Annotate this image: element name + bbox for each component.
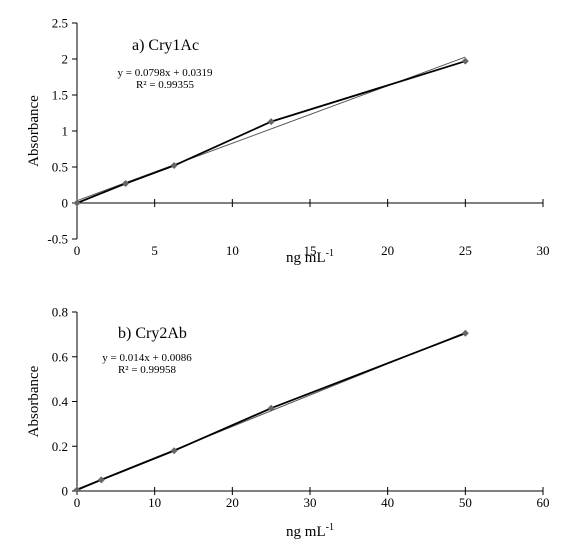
chart2-x-axis-title: ng mL-1 — [286, 522, 334, 540]
chart1-y-tick-label: 1 — [62, 124, 69, 139]
chart2-x-tick-label: 50 — [459, 495, 472, 510]
chart2-r-squared: R² = 0.99958 — [118, 364, 177, 376]
chart2-data-point — [461, 329, 469, 337]
chart1-y-tick-label: 2 — [62, 52, 69, 67]
chart2-x-tick-label: 20 — [226, 495, 239, 510]
chart1-x-tick-label: 25 — [459, 243, 472, 258]
chart1-y-tick-label: 0 — [62, 196, 69, 211]
chart2-data-point — [170, 447, 178, 455]
chart2-x-tick-label: 30 — [304, 495, 317, 510]
chart1-r-squared: R² = 0.99355 — [136, 79, 195, 91]
chart1-x-axis-title-superscript: -1 — [326, 248, 334, 259]
chart1-x-tick-label: 0 — [74, 243, 81, 258]
chart1-y-axis-title: Absorbance — [26, 95, 42, 167]
chart1-data-point — [122, 180, 130, 188]
chart2-y-tick-label: 0.4 — [52, 394, 69, 409]
chart2-y-tick-label: 0 — [62, 484, 69, 499]
chart1-y-tick-label: 2.5 — [52, 16, 68, 31]
chart1-equation: y = 0.0798x + 0.0319 — [118, 67, 213, 79]
chart2-y-axis-title: Absorbance — [26, 365, 42, 437]
chart1-data-point — [73, 199, 81, 207]
chart1-panel: -0.5 0 0.5 1 1.5 2 2.5 0 5 10 15 20 25 30 ng mL-1 Absor… — [26, 16, 550, 267]
chart2-panel-label: b) Cry2Ab — [118, 325, 187, 342]
chart1-data-point — [267, 118, 275, 126]
chart1-panel-label: a) Cry1Ac — [132, 37, 199, 54]
chart2-y-tick-label: 0.8 — [52, 305, 68, 320]
chart1-y-tick-label: -0.5 — [47, 232, 68, 247]
chart1-x-tick-label: 15 — [304, 243, 317, 258]
chart1-x-tick-label: 10 — [226, 243, 239, 258]
chart2-data-point — [97, 476, 105, 484]
chart1-x-tick-label: 5 — [151, 243, 158, 258]
chart2-y-tick-label: 0.6 — [52, 349, 69, 364]
chart2-data-point — [73, 486, 81, 494]
chart1-x-axis-title: ng mL-1 — [286, 248, 334, 266]
chart1-x-tick-label: 20 — [381, 243, 394, 258]
chart2-x-tick-label: 40 — [381, 495, 394, 510]
chart2-equation: y = 0.014x + 0.0086 — [102, 352, 192, 364]
chart2-x-axis-title-superscript: -1 — [326, 522, 334, 533]
chart2-panel: 0 0.2 0.4 0.6 0.8 0 10 20 30 40 50 60 ng mL-1 Absorba… — [26, 305, 550, 541]
chart1-x-tick-label: 30 — [537, 243, 550, 258]
chart2-x-tick-label: 60 — [537, 495, 550, 510]
chart1-data-point — [461, 57, 469, 65]
chart2-data-point — [267, 404, 275, 412]
chart2-y-tick-label: 0.2 — [52, 439, 68, 454]
chart1-y-tick-label: 1.5 — [52, 88, 68, 103]
chart1-data-point — [170, 162, 178, 170]
chart2-x-tick-label: 0 — [74, 495, 81, 510]
chart1-y-tick-label: 0.5 — [52, 160, 68, 175]
chart2-x-tick-label: 10 — [148, 495, 161, 510]
